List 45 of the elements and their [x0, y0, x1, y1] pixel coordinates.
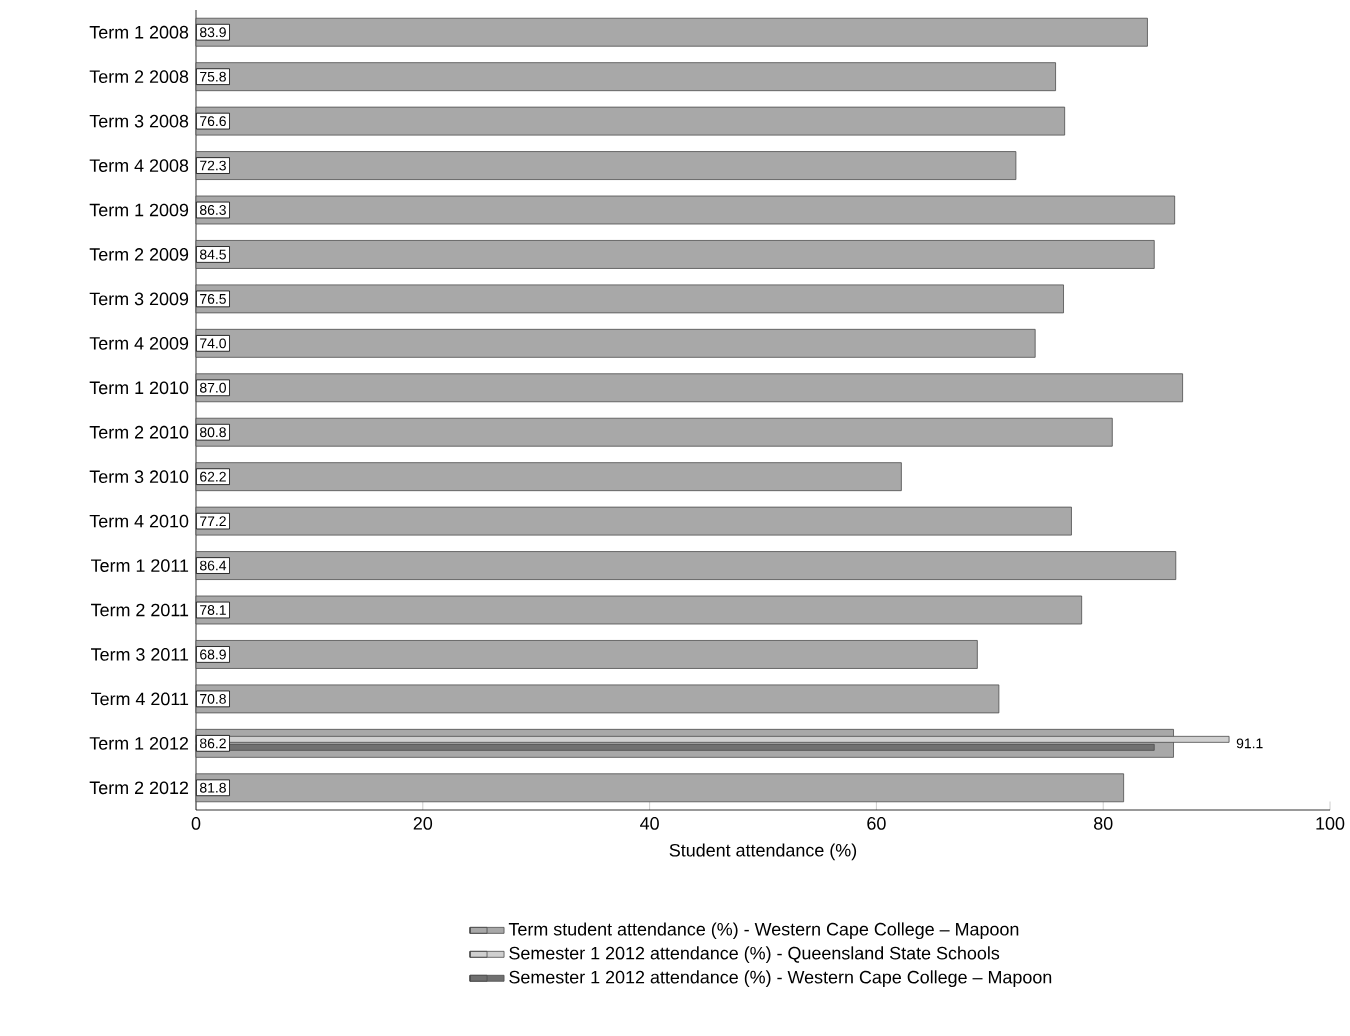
y-tick-label: Term 3 2008	[89, 114, 189, 128]
bar	[195, 106, 1066, 136]
bar	[195, 151, 1017, 180]
bar	[195, 462, 902, 492]
y-tick-label: Term 1 2008	[89, 25, 189, 39]
x-tick-label: 60	[867, 817, 886, 830]
y-tick-label: Term 2 2009	[89, 248, 189, 261]
y-tick-label: Term 2 2010	[89, 425, 189, 439]
bar	[195, 240, 1155, 269]
y-tick-label: Term 1 2010	[89, 381, 189, 395]
legend-label: Term student attendance (%) - Western Cape College – Mapoon	[508, 922, 1019, 940]
y-tick-label: Term 2 2012	[89, 781, 189, 795]
bar	[195, 17, 1148, 47]
x-axis-title: Student attendance (%)	[669, 843, 857, 861]
y-tick-label: Term 2 2008	[89, 70, 189, 84]
y-tick-label: Term 3 2011	[91, 648, 189, 661]
y-tick-label: Term 3 2010	[89, 470, 189, 484]
bar	[195, 773, 1125, 803]
y-tick-label: Term 1 2009	[89, 203, 189, 217]
y-tick-label: Term 3 2009	[89, 292, 189, 306]
bar	[195, 417, 1113, 447]
bar	[195, 195, 1176, 225]
y-tick-label: Term 4 2008	[89, 159, 189, 172]
bar	[195, 284, 1064, 314]
y-tick-label: Term 2 2011	[91, 603, 189, 617]
bar	[195, 328, 1036, 358]
x-tick-label: 80	[1094, 817, 1113, 830]
y-tick-label: Term 4 2010	[89, 514, 189, 528]
bar	[195, 373, 1183, 403]
y-tick-label: Term 1 2012	[89, 736, 189, 750]
bar	[195, 640, 978, 669]
bar	[195, 684, 1000, 714]
bar	[195, 506, 1072, 536]
bar	[195, 595, 1083, 625]
x-tick-label: 40	[640, 817, 659, 830]
bar	[195, 62, 1056, 92]
y-tick-label: Term 1 2011	[91, 559, 189, 572]
legend-label: Semester 1 2012 attendance (%) - Queensland State Schools	[509, 946, 1000, 964]
y-tick-label: Term 4 2011	[91, 692, 189, 706]
x-tick-label: 0	[191, 817, 201, 830]
legend-label: Semester 1 2012 attendance (%) - Western Cape College – Mapoon	[509, 970, 1052, 987]
bar	[195, 551, 1177, 580]
x-tick-label: 20	[413, 817, 433, 830]
y-tick-label: Term 4 2009	[89, 336, 189, 350]
x-tick-label: 100	[1316, 817, 1345, 830]
